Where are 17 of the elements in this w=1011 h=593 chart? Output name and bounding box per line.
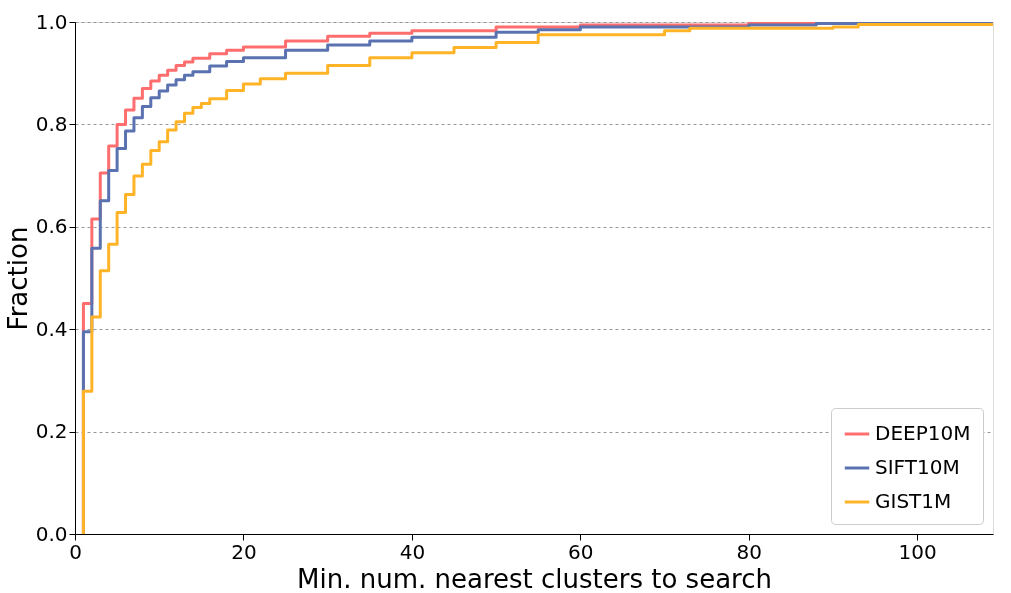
y-tick-label: 0.6 xyxy=(35,214,68,239)
y-tick-label: 0.0 xyxy=(35,521,68,546)
y-tick-label: 0.2 xyxy=(35,419,68,444)
x-tick-label: 20 xyxy=(231,539,257,564)
y-tick-label: 0.8 xyxy=(35,111,68,136)
legend-label: GIST1M xyxy=(875,489,952,513)
x-tick-label: 0 xyxy=(69,539,82,564)
y-tick-label: 0.4 xyxy=(35,316,68,341)
legend-label: SIFT10M xyxy=(875,455,960,479)
legend-label: DEEP10M xyxy=(875,421,971,445)
x-tick-label: 40 xyxy=(399,539,426,564)
x-tick-label: 100 xyxy=(898,539,937,564)
x-tick-label: 80 xyxy=(736,539,762,564)
y-tick-label: 1.0 xyxy=(35,9,68,34)
x-axis-title: Min. num. nearest clusters to search xyxy=(297,563,772,593)
y-axis-title: Fraction xyxy=(2,226,33,331)
x-tick-label: 60 xyxy=(568,539,594,564)
